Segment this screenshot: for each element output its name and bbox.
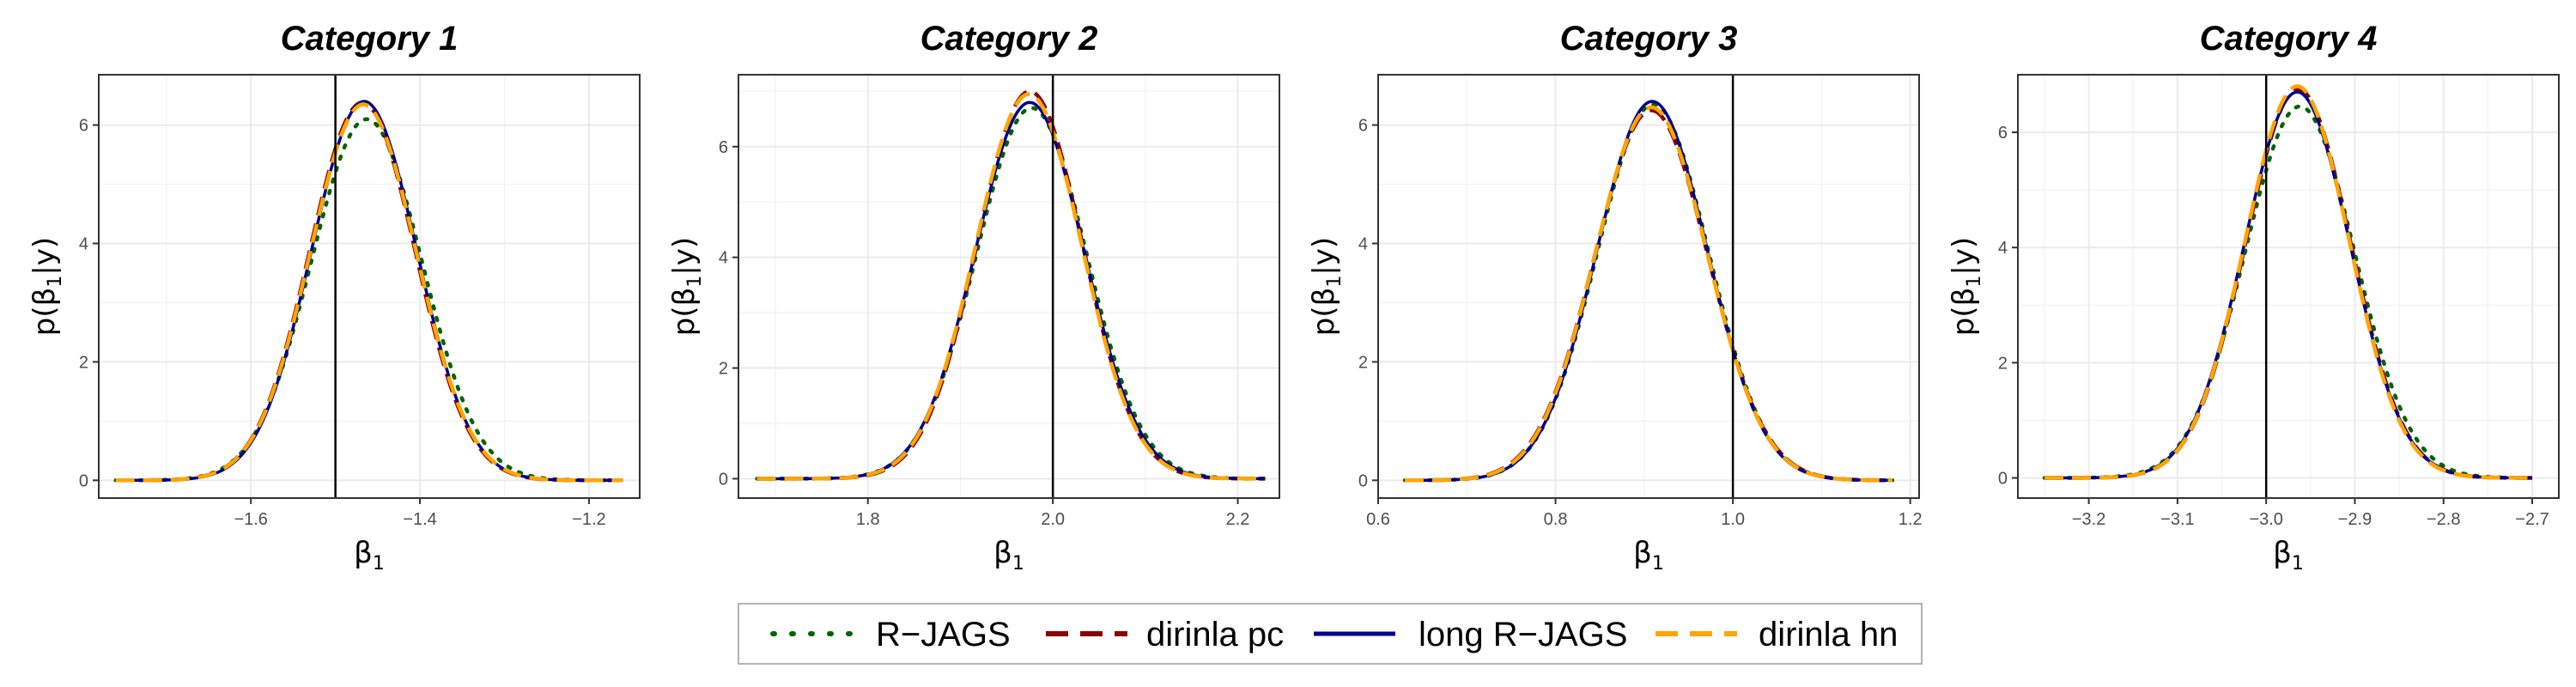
panel-title: Category 1 bbox=[281, 20, 459, 58]
x-tick-label: 0.6 bbox=[1366, 510, 1390, 529]
y-axis-title: p(β1|y) bbox=[1307, 237, 1346, 336]
panel-title: Category 4 bbox=[2200, 20, 2378, 58]
legend-item: dirinla hn bbox=[1656, 616, 1898, 654]
x-tick-label: −3.2 bbox=[2072, 510, 2105, 529]
y-tick-label: 4 bbox=[719, 249, 728, 268]
series-line-dirinla-hn bbox=[1404, 105, 1893, 483]
y-tick-label: 6 bbox=[719, 138, 728, 157]
y-tick-label: 4 bbox=[79, 235, 88, 254]
plot-background bbox=[738, 75, 1279, 498]
plot-frame bbox=[2017, 74, 2560, 499]
series-line-dirinla-hn bbox=[115, 102, 623, 483]
y-tick-label: 2 bbox=[79, 353, 88, 372]
legend-label: dirinla pc bbox=[1146, 616, 1284, 654]
y-tick-label: 0 bbox=[1358, 471, 1368, 490]
legend-item: R−JAGS bbox=[770, 616, 1011, 654]
plot-frame bbox=[98, 74, 641, 499]
legend-label: R−JAGS bbox=[876, 616, 1011, 654]
y-tick-label: 6 bbox=[1998, 124, 2008, 143]
plot-frame bbox=[738, 74, 1280, 499]
x-tick-label: 1.0 bbox=[1721, 510, 1745, 529]
panel-title: Category 2 bbox=[920, 20, 1098, 58]
chart-panel-4: −3.2 −3.1 −3.0 −2.9 −2.8 −2.7 0 2 4 6 Category 4 β1… bbox=[1947, 20, 2560, 575]
plot-background bbox=[2018, 75, 2559, 498]
legend-item: long R−JAGS bbox=[1314, 616, 1627, 654]
x-axis-title: β1 bbox=[2273, 536, 2304, 575]
y-tick-label: 2 bbox=[1998, 354, 2008, 373]
x-tick-label: −2.8 bbox=[2427, 510, 2460, 529]
x-tick-label: 1.8 bbox=[856, 510, 880, 529]
y-tick-label: 0 bbox=[79, 471, 88, 490]
x-tick-label: −2.7 bbox=[2515, 510, 2549, 529]
x-tick-label: −1.4 bbox=[403, 510, 436, 529]
y-tick-label: 4 bbox=[1358, 235, 1368, 254]
panels: −1.6 −1.4 −1.2 0 2 4 6 Category 1 β1 p(β1|y) 1.8 2.… bbox=[27, 20, 2560, 575]
x-axis-title: β1 bbox=[354, 536, 385, 575]
legend-label: long R−JAGS bbox=[1419, 616, 1627, 654]
x-tick-label: 1.2 bbox=[1899, 510, 1923, 529]
x-axis-title: β1 bbox=[1633, 536, 1664, 575]
y-tick-label: 2 bbox=[1358, 353, 1368, 372]
chart-panel-1: −1.6 −1.4 −1.2 0 2 4 6 Category 1 β1 p(β1|y) bbox=[27, 20, 641, 575]
series-line-long-r-jags bbox=[2044, 90, 2533, 480]
x-tick-label: 2.2 bbox=[1226, 510, 1250, 529]
legend-item: dirinla pc bbox=[1046, 616, 1284, 654]
plot-background bbox=[1378, 75, 1919, 498]
chart-panel-2: 1.8 2.0 2.2 0 2 4 6 Category 2 β1 p(β1|y) bbox=[667, 20, 1280, 575]
legend-label: dirinla hn bbox=[1759, 616, 1898, 654]
series-line-dirinla-hn bbox=[756, 92, 1266, 481]
y-axis-title: p(β1|y) bbox=[667, 237, 706, 336]
x-tick-label: −1.6 bbox=[234, 510, 267, 529]
x-tick-label: 0.8 bbox=[1544, 510, 1568, 529]
y-tick-label: 4 bbox=[1998, 239, 2008, 258]
y-tick-label: 6 bbox=[79, 117, 88, 136]
x-tick-label: 2.0 bbox=[1041, 510, 1065, 529]
legend: R−JAGS dirinla pc long R−JAGS dirinla hn bbox=[738, 603, 1923, 665]
y-tick-label: 6 bbox=[1358, 117, 1368, 136]
series-line-r-jags bbox=[2042, 104, 2535, 480]
x-tick-label: −3.0 bbox=[2249, 510, 2282, 529]
y-tick-label: 0 bbox=[1998, 470, 2008, 489]
x-tick-label: −2.9 bbox=[2338, 510, 2372, 529]
x-tick-label: −3.1 bbox=[2160, 510, 2194, 529]
chart-panel-3: 0.6 0.8 1.0 1.2 0 2 4 6 Category 3 β1 p(β1|y) bbox=[1307, 20, 1923, 575]
y-axis-title: p(β1|y) bbox=[27, 237, 66, 336]
x-tick-label: −1.2 bbox=[572, 510, 605, 529]
plot-background bbox=[99, 75, 640, 498]
y-tick-label: 2 bbox=[719, 360, 728, 379]
x-axis-title: β1 bbox=[993, 536, 1024, 575]
plot-frame bbox=[1377, 74, 1920, 499]
y-axis-title: p(β1|y) bbox=[1947, 237, 1985, 336]
y-tick-label: 0 bbox=[719, 470, 728, 489]
panel-title: Category 3 bbox=[1560, 20, 1738, 58]
